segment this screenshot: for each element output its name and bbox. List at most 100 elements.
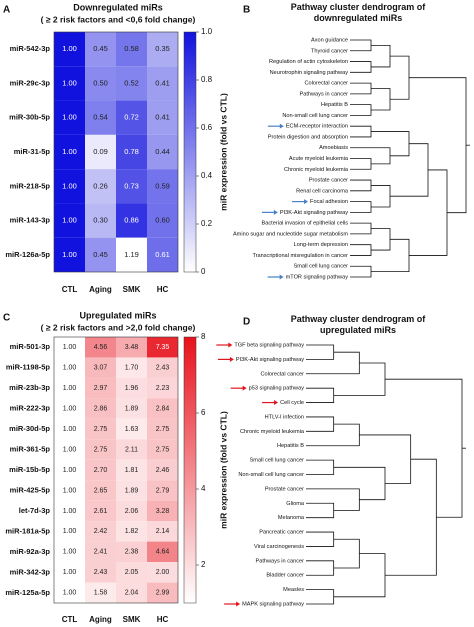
heatmap-cell <box>85 169 116 204</box>
cell-label: 0.59 <box>155 181 170 190</box>
arrow-head <box>236 601 241 607</box>
cell-label: 2.84 <box>156 405 170 412</box>
cell-label: 1.00 <box>63 508 77 515</box>
cell-label: 1.00 <box>63 446 77 453</box>
row-label: miR-181a-5p <box>5 526 50 535</box>
leaf-label: Long-term depression <box>294 242 348 248</box>
heatmap-cell <box>116 377 147 399</box>
cell-label: 2.42 <box>94 528 108 535</box>
cell-label: 4.56 <box>94 344 108 351</box>
heatmap-cell <box>85 357 116 378</box>
leaf-label: Regulation of actin cytoskeleton <box>269 59 348 65</box>
leaf-label: Colorectal cancer <box>260 371 304 377</box>
heatmap-cell <box>85 459 116 481</box>
heatmap-cell <box>116 459 147 481</box>
arrow-head <box>279 123 284 129</box>
heatmap-cell <box>54 100 85 135</box>
leaf-label: Non-small cell lung cancer <box>282 113 348 119</box>
heatmap-cell <box>147 169 178 204</box>
heatmap-cell <box>54 541 85 563</box>
leaf-label: Renal cell carcinoma <box>296 188 349 194</box>
column-label: CTL <box>62 285 78 294</box>
cell-label: 1.70 <box>125 365 139 372</box>
heatmap-cell <box>85 521 116 542</box>
heatmap-cell <box>147 500 178 522</box>
heatmap-cell <box>85 398 116 419</box>
dendrogram-branch <box>350 244 372 256</box>
row-label: miR-425-5p <box>10 485 51 494</box>
leaf-label: Bladder cancer <box>266 573 304 579</box>
heatmap-cell <box>147 562 178 583</box>
heatmap-cell <box>116 418 147 440</box>
heatmap-cell <box>147 439 178 460</box>
chart-subtitle: ( ≥ 2 risk factors and >2,0 fold change) <box>41 322 196 332</box>
arrow-head <box>274 400 279 406</box>
cell-label: 1.00 <box>63 549 77 556</box>
cell-label: 1.00 <box>63 487 77 494</box>
cell-label: 1.00 <box>63 528 77 535</box>
cell-label: 1.00 <box>62 216 77 225</box>
dendrogram-branch <box>350 179 372 192</box>
row-label: miR-361-5p <box>10 445 51 454</box>
heatmap-cell <box>54 582 85 603</box>
column-label: HC <box>157 285 169 294</box>
cell-label: 0.60 <box>155 216 170 225</box>
cell-label: 2.41 <box>94 549 108 556</box>
heatmap-cell <box>85 134 116 170</box>
cell-label: 2.86 <box>94 405 108 412</box>
cell-label: 2.38 <box>125 549 139 556</box>
leaf-label: Measles <box>283 587 304 593</box>
dendrogram-branch <box>306 589 335 605</box>
cell-label: 0.45 <box>93 44 108 53</box>
heatmap-cell <box>54 134 85 170</box>
leaf-label: Glioma <box>286 501 305 507</box>
panel-letter: D <box>243 317 250 328</box>
heatmap-cell <box>54 377 85 399</box>
heatmap-cell <box>116 398 147 419</box>
leaf-label: PI3K-Akt signaling pathway <box>236 357 304 363</box>
panel-letter: C <box>3 313 10 324</box>
dendrogram-branch <box>385 458 437 576</box>
cell-label: 2.75 <box>94 446 108 453</box>
heatmap-cell <box>116 66 147 101</box>
row-label: miR-501-3p <box>10 342 51 351</box>
chart-title: Pathway cluster dendrogram of downregulat… <box>291 2 427 23</box>
dendrogram-branch <box>306 488 360 511</box>
arrow-head <box>228 342 233 348</box>
cell-label: 1.00 <box>62 250 77 259</box>
cell-label: 1.82 <box>125 528 139 535</box>
cell-label: 3.48 <box>125 344 139 351</box>
cell-label: 0.09 <box>93 147 108 156</box>
cell-label: 2.11 <box>125 446 138 453</box>
heatmap-cell <box>85 541 116 563</box>
colorbar-tick-label: 0.4 <box>201 171 213 180</box>
cell-label: 2.23 <box>156 385 170 392</box>
leaf-label: Transcriptional misregulation in cancer <box>252 253 348 259</box>
cell-label: 0.35 <box>155 44 170 53</box>
cell-label: 2.65 <box>94 487 108 494</box>
heatmap-cell <box>116 100 147 135</box>
leaf-label: Prostate cancer <box>265 486 304 492</box>
leaf-label: Acute myeloid leukemia <box>289 156 349 162</box>
leaf-label: HTLV-I infection <box>265 414 304 420</box>
colorbar-label: miR expression (fold vs CTL) <box>218 411 228 529</box>
panel-letter: A <box>3 5 10 16</box>
leaf-label: Viral carcinogenesis <box>254 544 304 550</box>
leaf-label: Colorectal cancer <box>304 81 348 87</box>
column-label: Aging <box>89 285 112 294</box>
row-label: miR-542-3p <box>10 44 51 53</box>
cell-label: 0.26 <box>93 181 108 190</box>
cell-label: 0.78 <box>124 147 139 156</box>
cell-label: 1.00 <box>63 405 77 412</box>
heatmap-cell <box>85 418 116 440</box>
colorbar-tick-label: 1.0 <box>201 27 213 36</box>
heatmap-cell <box>116 480 147 501</box>
leaf-label: Small cell lung cancer <box>294 264 349 270</box>
heatmap-cell <box>116 32 147 67</box>
heatmap-cell <box>147 337 178 358</box>
dendrogram-branch <box>385 378 463 518</box>
cell-label: 1.00 <box>62 44 77 53</box>
leaf-label: Prostate cancer <box>309 178 348 184</box>
heatmap-cell <box>54 439 85 460</box>
